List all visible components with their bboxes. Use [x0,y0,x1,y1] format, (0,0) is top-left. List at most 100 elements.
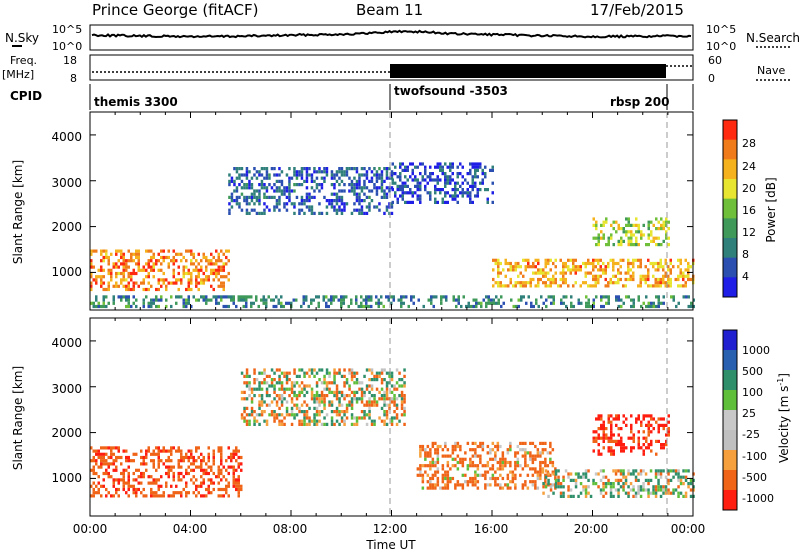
velocity-cell [667,488,670,492]
power-cell [375,186,379,190]
velocity-cell [446,454,450,458]
power-cell [250,192,254,196]
power-cell [307,304,310,309]
power-cell [350,301,353,305]
velocity-cell [400,413,404,417]
power-colorbar-swatch [723,238,737,259]
velocity-cell [539,460,542,465]
power-ytick-1000: 1000 [51,265,82,279]
velocity-cell [258,403,261,407]
velocity-cell [92,459,95,463]
velocity-cell [353,397,356,401]
velocity-cell [340,403,344,407]
power-cell [657,227,660,231]
velocity-cell [615,423,618,427]
velocity-cell [383,368,386,372]
velocity-cell [368,416,371,420]
power-cell [288,189,291,193]
velocity-cell [672,475,675,479]
power-cell [197,252,200,256]
velocity-cell [632,439,635,443]
velocity-cell [212,449,215,453]
velocity-cell [531,473,535,477]
power-cell [664,258,667,262]
power-cell [677,265,680,269]
power-cell [110,278,113,282]
velocity-cell [265,387,269,391]
power-cell [682,295,685,299]
power-cell [629,268,632,272]
power-cell [288,186,291,190]
power-cell [165,284,168,288]
power-cell [609,277,612,282]
power-cell [347,304,350,309]
power-cell [445,295,448,299]
velocity-cell [125,468,128,472]
power-cell [142,304,145,309]
power-cell [115,265,118,269]
power-cell [469,172,472,176]
power-cell [602,304,605,309]
power-cell [434,200,437,204]
velocity-cell [579,475,583,479]
velocity-cell [102,452,105,456]
velocity-cell [390,374,394,378]
velocity-cell [632,446,635,450]
power-cell [278,189,281,193]
velocity-cell [160,494,163,498]
power-cell [396,188,399,192]
power-cell [172,281,175,285]
power-cell [657,281,660,285]
power-cb-tick-8: 8 [742,248,749,261]
velocity-cell [484,486,487,490]
velocity-cell [315,413,319,417]
velocity-cell [355,378,359,382]
power-cell [130,278,133,282]
velocity-cell [348,394,351,398]
velocity-cell [225,487,228,492]
power-cell [157,252,160,256]
power-cell [639,277,642,282]
power-cell [589,284,592,288]
date-title: 17/Feb/2015 [590,1,684,19]
velocity-cell [549,451,552,455]
velocity-cell [132,491,135,495]
power-cell [250,295,253,299]
power-cell [682,277,685,282]
velocity-cell [293,413,296,417]
power-cell [305,192,309,196]
velocity-cell [610,452,613,456]
power-cell [222,262,225,266]
velocity-cell [403,410,406,414]
velocity-cell [600,417,603,421]
power-cell [419,181,422,185]
power-cell [260,298,263,302]
velocity-cell [365,413,369,417]
power-cell [469,194,472,198]
velocity-cell [265,394,269,398]
power-cell [197,281,200,285]
velocity-cell [645,439,648,443]
velocity-cell [300,387,304,391]
velocity-cell [265,374,269,378]
power-cell [273,195,276,199]
velocity-cell [471,483,475,487]
power-cell [177,252,180,256]
power-cell [570,304,573,309]
power-cell [380,195,384,199]
power-cell [607,295,610,299]
velocity-cell [544,460,547,465]
velocity-cell [554,485,558,489]
velocity-cell [260,387,264,391]
power-cell [667,277,670,282]
velocity-cell [105,459,108,463]
velocity-cell [375,387,379,391]
nave-tick-bottom: 0 [708,72,715,85]
velocity-cell [237,465,240,469]
velocity-cell [310,371,314,375]
power-cell [210,284,213,288]
power-cell [655,243,658,247]
velocity-cell [273,410,276,414]
velocity-cell [584,472,588,476]
power-cell [410,295,413,299]
